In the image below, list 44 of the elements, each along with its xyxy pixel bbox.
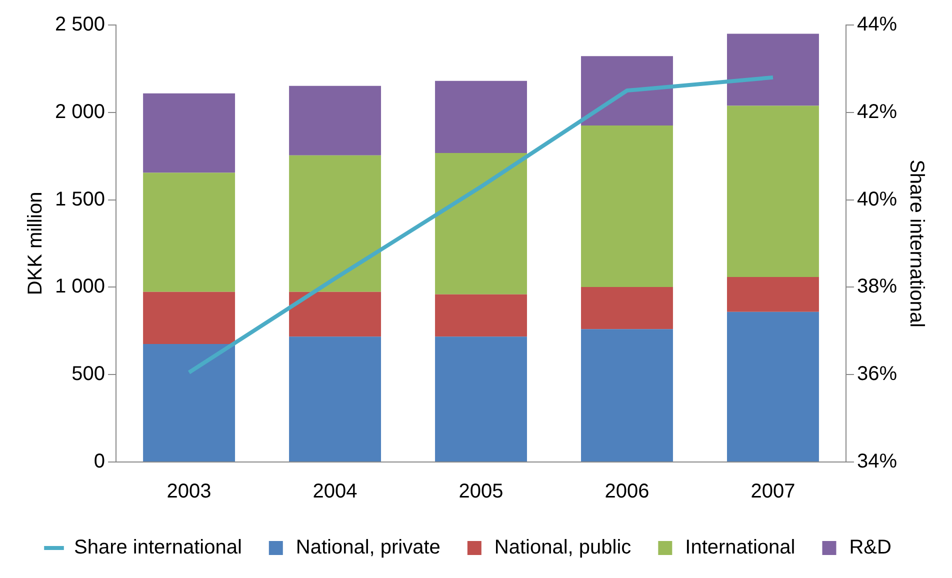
y2-tick-label: 42% [856, 100, 898, 123]
legend-label: R&D [849, 536, 892, 559]
x-tick-label: 2004 [312, 480, 358, 503]
bar [726, 312, 819, 462]
bar [581, 287, 673, 330]
bar [726, 34, 819, 106]
bar [289, 292, 382, 337]
y-tick-label: 2 500 [54, 14, 106, 36]
bar [581, 126, 673, 288]
y-tick-label: 1 500 [54, 188, 106, 210]
bar [289, 155, 382, 292]
bar [581, 329, 673, 462]
bar [143, 93, 236, 173]
x-tick-label: 2003 [166, 480, 212, 503]
bar [289, 336, 382, 462]
x-tick-label: 2005 [458, 480, 504, 503]
y-tick-label: 1 000 [54, 276, 106, 298]
y-axis-title: DKK million [24, 192, 47, 296]
bar [143, 344, 236, 462]
bar [143, 172, 236, 292]
y2-axis-title: Share international [905, 160, 928, 328]
bar [726, 106, 819, 278]
bar [289, 86, 382, 156]
bar [435, 152, 527, 294]
x-tick-label: 2006 [604, 480, 650, 503]
y2-tick-label: 36% [856, 363, 898, 386]
legend-label: National, private [296, 536, 440, 559]
y2-tick-label: 34% [856, 450, 898, 473]
y2-tick-label: 38% [856, 276, 898, 298]
y2-tick-label: 44% [856, 14, 898, 36]
bar [435, 336, 527, 462]
y2-tick-label: 40% [856, 188, 898, 210]
x-tick-label: 2007 [750, 480, 796, 503]
legend-label: National, public [494, 536, 632, 559]
legend-label: Share international [74, 536, 242, 559]
bar [581, 56, 673, 126]
bar [435, 294, 527, 337]
y-tick-label: 0 [94, 450, 106, 473]
legend-label: International [685, 536, 796, 559]
bar [435, 80, 527, 153]
y-tick-label: 500 [72, 363, 106, 386]
y-tick-label: 2 000 [54, 100, 106, 123]
bar [726, 277, 819, 312]
bar [143, 292, 236, 344]
